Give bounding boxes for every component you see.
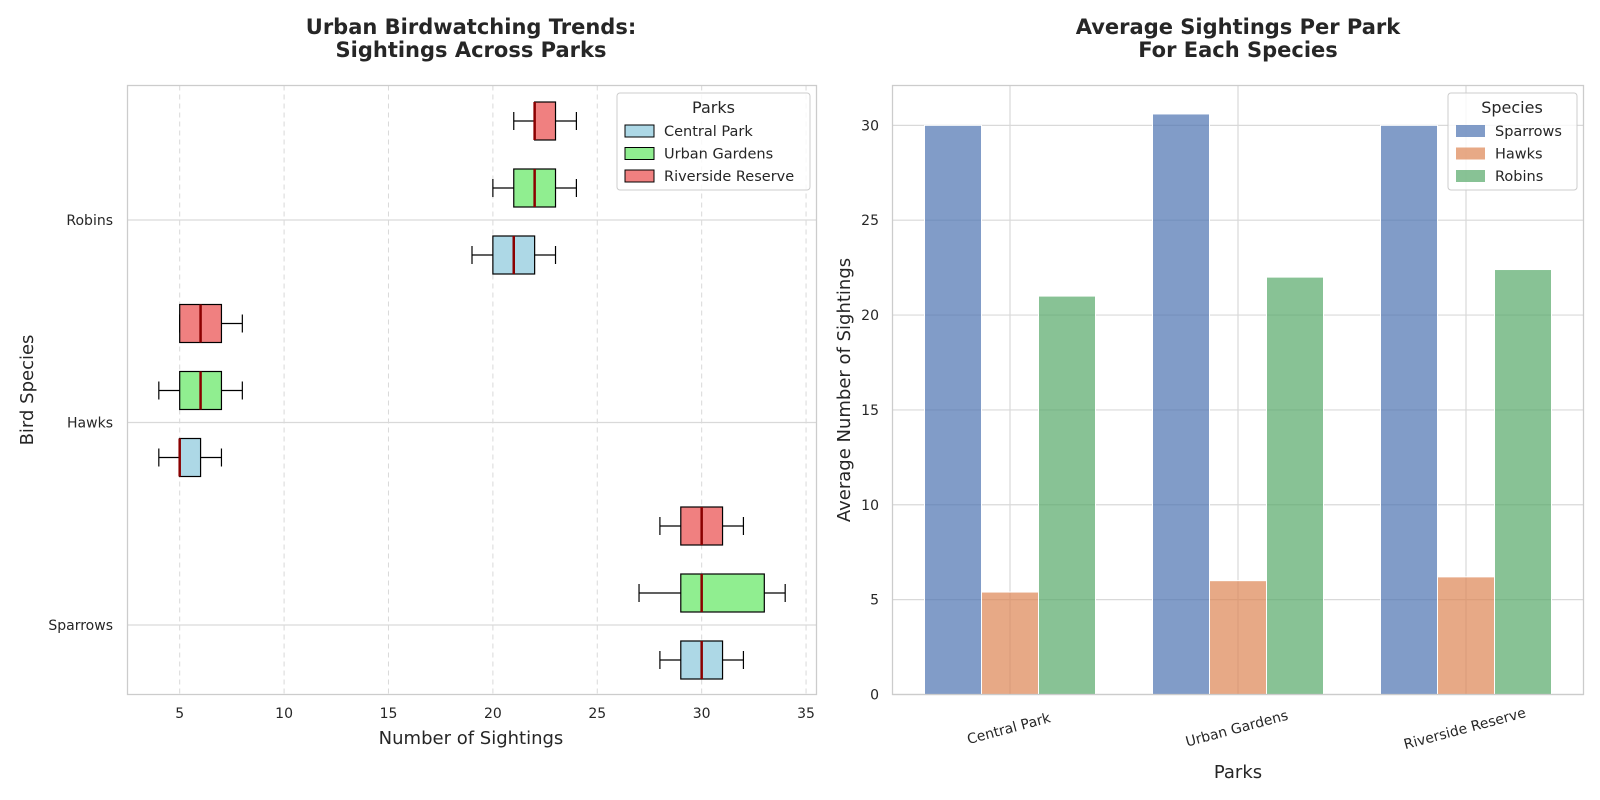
y-tick-label: 20: [861, 308, 879, 324]
bar-chart: Average Sightings Per Park For Each Spec…: [834, 15, 1585, 783]
legend-label-hawks: Hawks: [1495, 147, 1543, 163]
y-tick-label: Robins: [66, 213, 113, 229]
box-central-park-sparrows: [659, 640, 745, 680]
legend-label-riverside-reserve: Riverside Reserve: [664, 169, 794, 185]
box-riverside-reserve-sparrows: [659, 506, 745, 546]
bar-legend: Species Sparrows Hawks Robins: [1447, 92, 1578, 191]
x-tick-label: 35: [797, 706, 815, 722]
box-central-park-hawks: [158, 437, 223, 478]
legend-swatch-riverside-reserve: [624, 169, 655, 183]
x-tick-label: 15: [380, 706, 398, 722]
bar-title-line-2: For Each Species: [1138, 38, 1338, 62]
bar-sparrows-urban-gardens: [1152, 113, 1210, 695]
boxplot-boxes: [158, 101, 786, 680]
boxplot-y-ticks: Sparrows Hawks Robins: [48, 213, 113, 634]
boxplot-x-ticks: 5 10 15 20 25 30 35: [175, 706, 815, 722]
boxplot-x-axis-label: Number of Sightings: [379, 728, 564, 749]
box-riverside-reserve-robins: [513, 101, 577, 141]
box-central-park-robins: [471, 235, 557, 275]
bar-hawks-central-park: [981, 591, 1039, 695]
bar-title-line-1: Average Sightings Per Park: [1076, 15, 1402, 39]
x-tick-label: 10: [275, 706, 293, 722]
bar-legend-title: Species: [1481, 98, 1543, 117]
legend-swatch-urban-gardens: [624, 147, 655, 160]
bar-robins-central-park: [1038, 295, 1096, 695]
x-tick-label: Central Park: [966, 710, 1054, 748]
box-riverside-reserve-hawks: [179, 303, 243, 344]
legend-label-robins: Robins: [1495, 169, 1543, 185]
boxplot-legend: Parks Central Park Urban Gardens Riverside…: [616, 92, 811, 191]
y-tick-label: Hawks: [67, 416, 113, 432]
x-tick-label: Urban Gardens: [1184, 708, 1290, 751]
bar-x-ticks: Central Park Urban Gardens Riverside Reser…: [966, 705, 1528, 753]
y-tick-label: 25: [861, 213, 879, 229]
boxplot-title-line-2: Sightings Across Parks: [336, 38, 607, 62]
bar-hawks-riverside-reserve: [1437, 576, 1495, 696]
boxplot-legend-items: Central Park Urban Gardens Riverside Reser…: [624, 124, 794, 185]
boxplot-y-axis-label: Bird Species: [17, 335, 38, 446]
x-tick-label: 25: [588, 706, 606, 722]
bar-y-axis-label: Average Number of Sightings: [834, 258, 855, 522]
box-urban-gardens-sparrows: [638, 573, 786, 613]
bar-y-ticks: 0 5 10 15 20 25 30: [861, 118, 879, 703]
y-tick-label: 10: [861, 498, 879, 514]
boxplot-title-line-1: Urban Birdwatching Trends:: [306, 15, 636, 39]
legend-label-urban-gardens: Urban Gardens: [664, 147, 773, 163]
bar-x-axis-label: Parks: [1214, 762, 1262, 783]
box-urban-gardens-hawks: [158, 370, 243, 411]
x-tick-label: 5: [175, 706, 184, 722]
x-tick-label: 20: [484, 706, 502, 722]
y-tick-label: 15: [861, 403, 879, 419]
y-tick-label: 5: [870, 593, 879, 609]
boxplot-legend-frame: [616, 92, 811, 191]
bar-hawks-urban-gardens: [1209, 580, 1267, 695]
bar-sparrows-central-park: [924, 124, 982, 695]
box-body: [680, 573, 765, 613]
y-tick-label: Sparrows: [48, 618, 113, 634]
y-tick-label: 0: [870, 688, 879, 704]
legend-label-sparrows: Sparrows: [1495, 124, 1562, 140]
box-urban-gardens-robins: [492, 168, 577, 208]
bar-legend-items: Sparrows Hawks Robins: [1456, 124, 1562, 185]
legend-swatch-central-park: [624, 124, 655, 138]
bar-robins-urban-gardens: [1266, 276, 1324, 695]
x-tick-label: Riverside Reserve: [1402, 705, 1528, 753]
legend-swatch-sparrows: [1456, 125, 1485, 137]
legend-swatch-robins: [1456, 170, 1485, 182]
box-body: [179, 437, 202, 478]
bar-plot-frame: [891, 84, 1585, 696]
box-body: [534, 101, 557, 141]
boxplot-chart: Urban Birdwatching Trends: Sightings Acr…: [17, 15, 818, 749]
boxplot-legend-title: Parks: [692, 98, 735, 117]
bar-sparrows-riverside-reserve: [1380, 124, 1438, 695]
bar-legend-frame: [1447, 92, 1578, 191]
x-tick-label: 30: [693, 706, 711, 722]
legend-swatch-hawks: [1456, 147, 1485, 160]
legend-label-central-park: Central Park: [664, 124, 753, 140]
boxplot-plot-frame: [126, 84, 818, 696]
y-tick-label: 30: [861, 118, 879, 134]
bar-robins-riverside-reserve: [1494, 269, 1552, 695]
